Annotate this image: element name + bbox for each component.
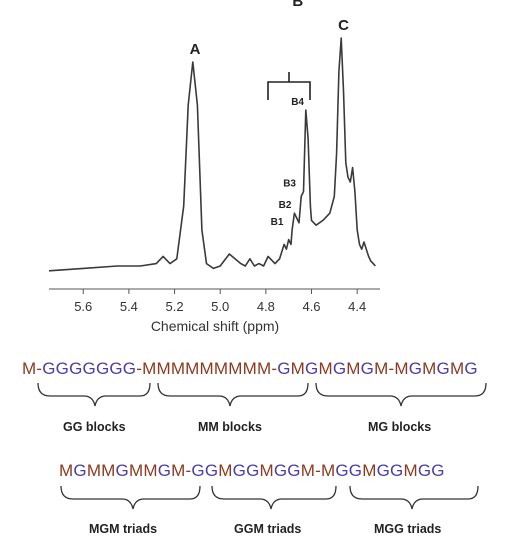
sequence-g-residue: G: [305, 359, 319, 378]
sequence-g-residue: GG: [191, 461, 219, 480]
peak-labels: A B C B4 B3 B2 B1: [190, 0, 349, 228]
peak-label-c: C: [338, 17, 349, 34]
spectrum-plot-area: [48, 37, 376, 272]
sequence-m-residue: M: [320, 461, 336, 480]
sequence-row-blocks: M-GGGGGGG-MMMMMMMMM-GMGMGMGM-MGMGMG: [22, 359, 478, 379]
mgg-triads-label: MGG triads: [374, 522, 442, 536]
sequence-g-residue: G: [115, 461, 129, 480]
sequence-m-residue: M: [218, 461, 233, 480]
sequence-m-residue: M: [449, 359, 465, 378]
peak-label-b4: B4: [291, 97, 304, 108]
brace-mgg: [349, 485, 479, 510]
sequence-g-residue: GG: [335, 461, 363, 480]
peak-label-a: A: [190, 41, 201, 58]
sequence-g-residue: GG: [232, 461, 260, 480]
peak-b-bracket: [267, 72, 311, 100]
sequence-m-residue: M: [290, 359, 306, 378]
x-tick-label: 4.6: [302, 299, 320, 314]
sequence-g-residue: G: [436, 359, 450, 378]
x-axis-title: Chemical shift (ppm): [151, 318, 279, 334]
peak-label-b: B: [292, 0, 303, 10]
x-tick-label: 5.6: [74, 299, 92, 314]
sequence-dash: -: [136, 359, 143, 378]
sequence-m-residue: M: [59, 461, 74, 480]
sequence-m-residue: M: [300, 461, 316, 480]
sequence-g-residue: G: [408, 359, 423, 378]
x-axis-ticks: 5.6 5.4 5.2 5.0 4.8 4.6 4.4: [74, 289, 366, 314]
x-tick-label: 5.0: [211, 299, 229, 314]
sequence-m-residue: M: [171, 461, 186, 480]
sequence-m-residue: MMMMMMMMM: [142, 359, 272, 378]
sequence-g-residue: G: [464, 359, 478, 378]
sequence-g-residue: G: [332, 359, 347, 378]
sequence-g-residue: GG: [417, 461, 445, 480]
ggm-triads-label: GGM triads: [234, 522, 302, 536]
brace-ggm: [211, 485, 337, 510]
sequence-m-residue: M: [346, 359, 361, 378]
nmr-spectrum-chart: 5.6 5.4 5.2 5.0 4.8 4.6 4.4 Chemical shift (pp…: [48, 0, 380, 334]
sequence-dash: -: [185, 461, 192, 480]
sequence-row-triads: MGMMGMMGM-GGMGGMGGM-MGGMGGMGG: [59, 461, 445, 481]
sequence-dash: -: [388, 359, 395, 378]
sequence-g-residue: G: [360, 359, 375, 378]
peak-label-b1: B1: [271, 217, 284, 228]
sequence-g-residue: GGGGGGG: [42, 359, 137, 378]
brace-mgm: [60, 485, 201, 510]
sequence-m-residue: M: [362, 461, 377, 480]
peak-label-b2: B2: [279, 200, 292, 211]
sequence-m-residue: M: [422, 359, 437, 378]
sequence-m-residue: M: [403, 461, 418, 480]
sequence-dash: -: [36, 359, 43, 378]
sequence-g-residue: G: [277, 359, 291, 378]
mgm-triads-label: MGM triads: [89, 522, 158, 536]
sequence-m-residue: M: [394, 359, 409, 378]
sequence-m-residue: M: [259, 461, 274, 480]
spectrum-series-line: [48, 37, 376, 272]
sequence-g-residue: G: [157, 461, 172, 480]
sequence-m-residue: MM: [86, 461, 116, 480]
brace-gg: [37, 382, 151, 407]
gg-blocks-label: GG blocks: [63, 420, 126, 434]
x-tick-label: 4.8: [257, 299, 275, 314]
x-tick-label: 5.4: [120, 299, 138, 314]
sequence-m-residue: M: [374, 359, 389, 378]
x-tick-label: 4.4: [348, 299, 366, 314]
mg-blocks-label: MG blocks: [368, 420, 432, 434]
sequence-g-residue: GG: [376, 461, 404, 480]
mm-blocks-label: MM blocks: [198, 420, 262, 434]
peak-label-b3: B3: [283, 179, 296, 190]
sequence-g-residue: G: [73, 461, 87, 480]
brace-mm: [157, 382, 309, 407]
brace-mg: [315, 382, 487, 407]
sequence-dash: -: [271, 359, 278, 378]
sequence-m-residue: M: [318, 359, 333, 378]
sequence-m-residue: MM: [128, 461, 158, 480]
sequence-m-residue: M: [22, 359, 37, 378]
x-tick-label: 5.2: [166, 299, 184, 314]
sequence-g-residue: GG: [273, 461, 301, 480]
sequence-dash: -: [315, 461, 321, 480]
